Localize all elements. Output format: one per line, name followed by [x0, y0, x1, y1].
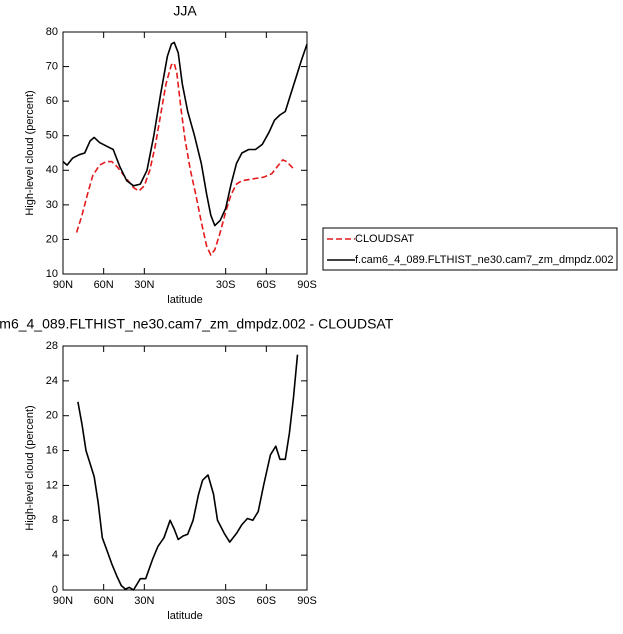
- x-tick-label: 60S: [257, 279, 277, 291]
- y-axis-label: High-level cloud (percent): [24, 405, 36, 530]
- x-tick-label: 30N: [134, 595, 154, 607]
- chart-title: f.cam6_4_089.FLTHIST_ne30.cam7_zm_dmpdz.…: [0, 316, 394, 332]
- data-line: [62, 41, 308, 227]
- x-tick-label: 60N: [94, 595, 114, 607]
- y-tick-label: 0: [52, 584, 58, 596]
- y-tick-label: 40: [46, 164, 58, 176]
- x-axis-label: latitude: [167, 294, 202, 306]
- x-tick-label: 90N: [53, 279, 73, 291]
- y-tick-label: 30: [46, 199, 58, 211]
- legend-box: [322, 227, 618, 271]
- y-tick-label: 20: [46, 233, 58, 245]
- data-line: [77, 354, 299, 591]
- y-tick-label: 8: [52, 514, 58, 526]
- y-tick-label: 80: [46, 26, 58, 38]
- x-tick-label: 30S: [216, 279, 236, 291]
- x-tick-label: 90S: [297, 279, 317, 291]
- x-tick-label: 60N: [94, 279, 114, 291]
- y-tick-label: 50: [46, 130, 58, 142]
- x-tick-label: 90S: [297, 595, 317, 607]
- x-tick-label: 30N: [134, 279, 154, 291]
- x-tick-label: 60S: [257, 595, 277, 607]
- x-tick-label: 90N: [53, 595, 73, 607]
- y-tick-label: 60: [46, 95, 58, 107]
- y-tick-label: 24: [46, 375, 58, 387]
- y-tick-label: 12: [46, 479, 58, 491]
- y-tick-label: 28: [46, 340, 58, 352]
- y-tick-label: 10: [46, 268, 58, 280]
- y-tick-label: 4: [52, 549, 58, 561]
- legend-label: CLOUDSAT: [355, 233, 414, 245]
- y-tick-label: 70: [46, 60, 58, 72]
- y-tick-label: 20: [46, 410, 58, 422]
- legend-label: f.cam6_4_089.FLTHIST_ne30.cam7_zm_dmpdz.…: [355, 254, 613, 266]
- plot-frame: [62, 345, 308, 591]
- x-tick-label: 30S: [216, 595, 236, 607]
- data-line: [75, 62, 294, 256]
- y-axis-label: High-level cloud (percent): [24, 90, 36, 215]
- y-tick-label: 16: [46, 444, 58, 456]
- chart-title: JJA: [173, 3, 197, 19]
- plot-frame: [62, 31, 308, 275]
- x-axis-label: latitude: [167, 610, 202, 622]
